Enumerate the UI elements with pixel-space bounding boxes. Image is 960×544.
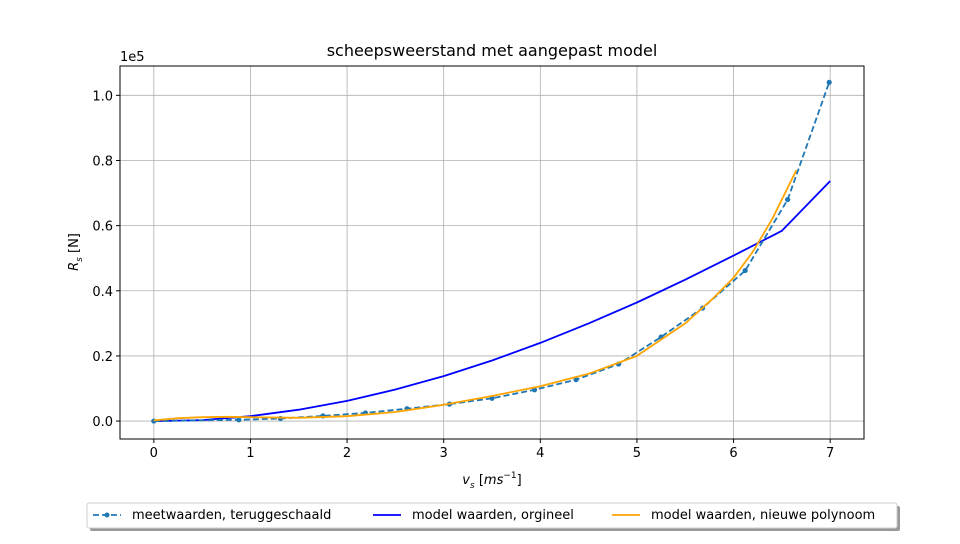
data-point [573, 377, 579, 383]
y-tick-label: 1.0 [92, 89, 113, 104]
x-tick-label: 7 [826, 446, 834, 461]
data-point [785, 196, 791, 203]
y-axis-label: Rs [N] [67, 233, 85, 271]
x-tick-label: 3 [440, 446, 448, 461]
legend-label: model waarden, nieuwe polynoom [651, 508, 875, 523]
data-point [742, 267, 748, 274]
y-tick-label: 0.4 [92, 285, 113, 300]
grid [120, 66, 864, 439]
x-tick-label: 4 [536, 446, 544, 461]
x-tick-label: 6 [729, 446, 737, 461]
legend: meetwaarden, teruggeschaald model waarde… [86, 502, 900, 531]
data-point [826, 79, 832, 85]
y-tick-label: 0.8 [92, 154, 113, 169]
series-line-1 [153, 180, 831, 422]
y-axis: 0.0 0.2 0.4 0.6 0.8 1.0 [92, 89, 120, 430]
x-tick-label: 5 [633, 446, 641, 461]
data-point [236, 417, 242, 423]
legend-box [86, 502, 898, 529]
y-tick-label: 0.6 [92, 220, 113, 235]
y-tick-label: 0.2 [92, 350, 113, 365]
chart-title: scheepsweerstand met aangepast model [327, 41, 658, 60]
legend-entry-model-orgineel: model waarden, orgineel [373, 508, 574, 523]
legend-label: model waarden, orgineel [412, 508, 574, 523]
x-axis-label: vs [ms−1] [462, 471, 521, 491]
y-tick-label: 0.0 [92, 415, 113, 430]
series-line-0 [153, 81, 831, 422]
x-tick-label: 1 [246, 446, 254, 461]
plot-frame [119, 65, 865, 440]
legend-entry-meetwaarden: meetwaarden, teruggeschaald [93, 508, 331, 523]
x-tick-label: 0 [150, 446, 158, 461]
x-tick-label: 2 [343, 446, 351, 461]
y-offset-label: 1e5 [120, 50, 145, 65]
series-line-2 [153, 169, 798, 422]
legend-label: meetwaarden, teruggeschaald [132, 508, 331, 523]
x-axis: 0 1 2 3 4 5 6 7 [150, 439, 834, 461]
legend-entry-model-nieuw: model waarden, nieuwe polynoom [612, 508, 875, 523]
series-layer [151, 79, 832, 424]
